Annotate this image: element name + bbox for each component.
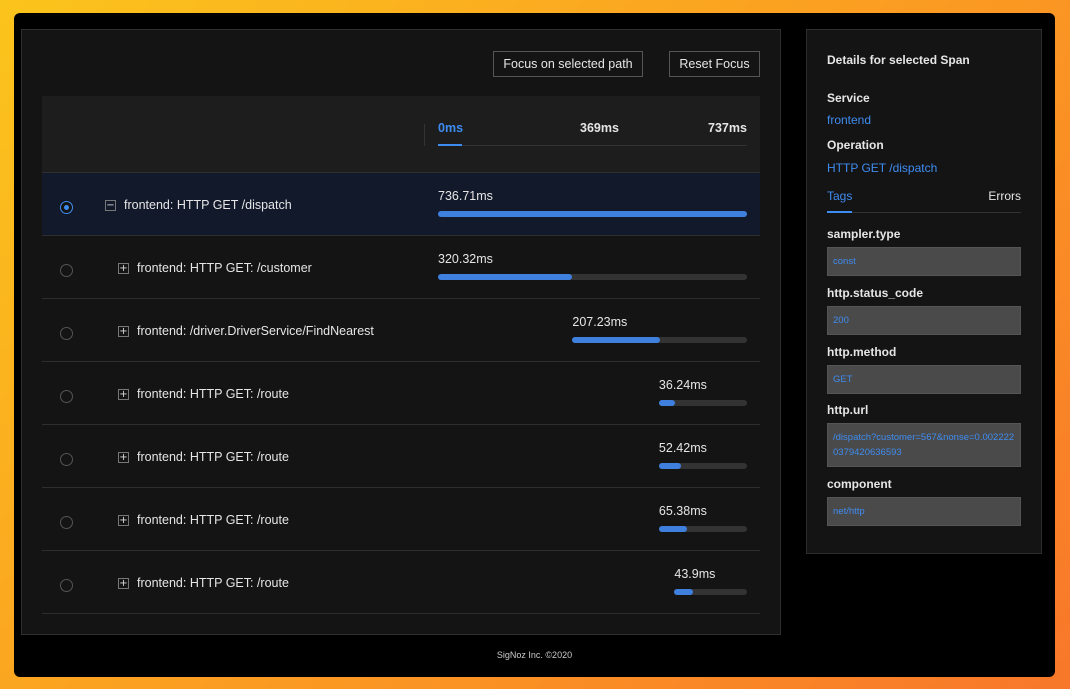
span-duration: 207.23ms (572, 315, 628, 329)
span-row[interactable]: + frontend: /driver.DriverService/FindNea… (42, 299, 760, 362)
span-name: frontend: /driver.DriverService/FindNear… (137, 324, 374, 338)
focus-selected-path-button[interactable]: Focus on selected path (493, 51, 643, 77)
tag-value-sampler-type: const (827, 247, 1021, 276)
span-row[interactable]: + frontend: HTTP GET: /customer 320.32ms (42, 236, 760, 299)
expand-icon[interactable]: + (118, 452, 129, 463)
span-select-radio[interactable] (60, 390, 73, 403)
span-duration-track (572, 337, 747, 343)
expand-icon[interactable]: + (118, 578, 129, 589)
tag-value-http-url: /dispatch?customer=567&nonse=0.002222037… (827, 423, 1021, 467)
reset-focus-button[interactable]: Reset Focus (669, 51, 760, 77)
span-duration: 43.9ms (674, 567, 716, 581)
trace-graph-panel: Focus on selected path Reset Focus 0ms 3… (21, 29, 781, 635)
collapse-icon[interactable]: − (105, 200, 116, 211)
span-select-radio[interactable] (60, 201, 73, 214)
span-duration-bar (674, 589, 693, 595)
span-name: frontend: HTTP GET /dispatch (124, 198, 292, 212)
span-duration: 736.71ms (438, 189, 493, 203)
operation-value[interactable]: HTTP GET /dispatch (827, 161, 938, 175)
span-select-radio[interactable] (60, 516, 73, 529)
span-details-panel: Details for selected Span Service fronte… (806, 29, 1042, 554)
expand-icon[interactable]: + (118, 326, 129, 337)
timeline-tick-start: 0ms (438, 121, 464, 135)
span-row[interactable]: + frontend: HTTP GET: /route 43.9ms (42, 551, 760, 614)
tag-key-sampler-type: sampler.type (827, 227, 901, 241)
span-duration-track (658, 526, 747, 532)
span-duration-track (438, 274, 747, 280)
span-row[interactable]: + frontend: HTTP GET: /route 52.42ms (42, 425, 760, 488)
span-select-radio[interactable] (60, 453, 73, 466)
span-row[interactable]: + frontend: HTTP GET: /route 36.24ms (42, 362, 760, 425)
expand-icon[interactable]: + (118, 389, 129, 400)
span-duration-bar (658, 400, 675, 406)
column-divider[interactable] (424, 124, 425, 146)
timeline-axis-line (438, 145, 747, 146)
span-row[interactable]: − frontend: HTTP GET /dispatch 736.71ms (42, 173, 760, 236)
timeline-header: 0ms 369ms 737ms (42, 96, 760, 173)
operation-label: Operation (827, 138, 884, 152)
span-duration-track (658, 400, 747, 406)
span-duration-bar (658, 526, 688, 532)
tabs-divider (827, 212, 1021, 213)
span-duration-track (674, 589, 747, 595)
span-duration-bar (438, 274, 573, 280)
span-row[interactable]: + frontend: HTTP GET: /route 65.38ms (42, 488, 760, 551)
tag-value-component: net/http (827, 497, 1021, 526)
span-duration-bar (658, 463, 681, 469)
expand-icon[interactable]: + (118, 263, 129, 274)
span-duration-bar (438, 211, 747, 217)
timeline-start-marker (438, 144, 462, 146)
span-duration: 52.42ms (658, 441, 707, 455)
active-tab-indicator (827, 211, 852, 213)
tag-key-component: component (827, 477, 892, 491)
span-name: frontend: HTTP GET: /route (137, 576, 289, 590)
span-name: frontend: HTTP GET: /route (137, 513, 289, 527)
span-select-radio[interactable] (60, 579, 73, 592)
tag-key-http-method: http.method (827, 345, 897, 359)
span-duration-track (658, 463, 747, 469)
expand-icon[interactable]: + (118, 515, 129, 526)
tag-key-http-url: http.url (827, 403, 869, 417)
timeline-tick-mid: 369ms (580, 121, 619, 135)
timeline-tick-end: 737ms (708, 121, 747, 135)
tab-tags[interactable]: Tags (827, 189, 853, 203)
span-duration: 320.32ms (438, 252, 493, 266)
tag-value-http-status-code: 200 (827, 306, 1021, 335)
span-duration-track (438, 211, 747, 217)
span-name: frontend: HTTP GET: /route (137, 387, 289, 401)
span-duration: 36.24ms (658, 378, 707, 392)
span-select-radio[interactable] (60, 327, 73, 340)
span-name: frontend: HTTP GET: /customer (137, 261, 312, 275)
tag-key-http-status-code: http.status_code (827, 286, 924, 300)
tab-errors[interactable]: Errors (988, 189, 1021, 203)
span-select-radio[interactable] (60, 264, 73, 277)
service-label: Service (827, 91, 870, 105)
span-duration: 65.38ms (658, 504, 707, 518)
tag-value-http-method: GET (827, 365, 1021, 394)
details-title: Details for selected Span (827, 53, 970, 67)
footer-copyright: SigNoz Inc. ©2020 (496, 650, 573, 660)
span-name: frontend: HTTP GET: /route (137, 450, 289, 464)
span-list: − frontend: HTTP GET /dispatch 736.71ms + fr… (42, 173, 760, 614)
span-duration-bar (572, 337, 660, 343)
service-value[interactable]: frontend (827, 113, 872, 127)
app-window: Focus on selected path Reset Focus 0ms 3… (14, 13, 1055, 677)
